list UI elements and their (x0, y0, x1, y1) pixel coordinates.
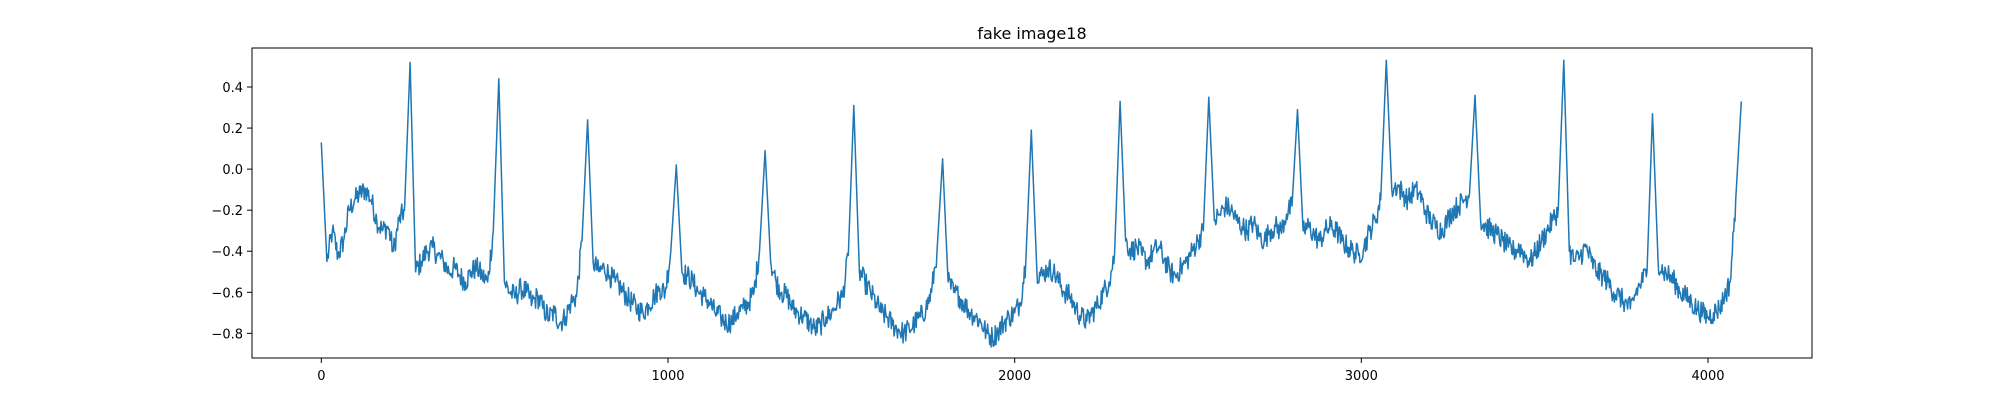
y-tick-label: −0.6 (211, 286, 243, 301)
x-tick-label: 3000 (1345, 369, 1378, 384)
x-tick-label: 0 (317, 369, 325, 384)
x-tick-label: 2000 (998, 369, 1031, 384)
y-tick-label: −0.4 (211, 245, 243, 260)
chart-title: fake image18 (977, 24, 1086, 43)
y-axis: 0.4 0.2 0.0 −0.2 −0.4 −0.6 −0.8 (211, 81, 252, 342)
x-axis: 0 1000 2000 3000 4000 (317, 358, 1725, 384)
y-tick-label: −0.8 (211, 327, 243, 342)
y-tick-label: 0.2 (222, 122, 243, 137)
y-tick-label: 0.0 (222, 163, 243, 178)
x-tick-label: 1000 (651, 369, 684, 384)
x-tick-label: 4000 (1691, 369, 1724, 384)
series-line (320, 59, 1743, 348)
plot-frame (251, 47, 1813, 359)
y-tick-label: −0.2 (211, 204, 243, 219)
plot-lines (320, 59, 1743, 348)
y-tick-label: 0.4 (222, 81, 243, 96)
